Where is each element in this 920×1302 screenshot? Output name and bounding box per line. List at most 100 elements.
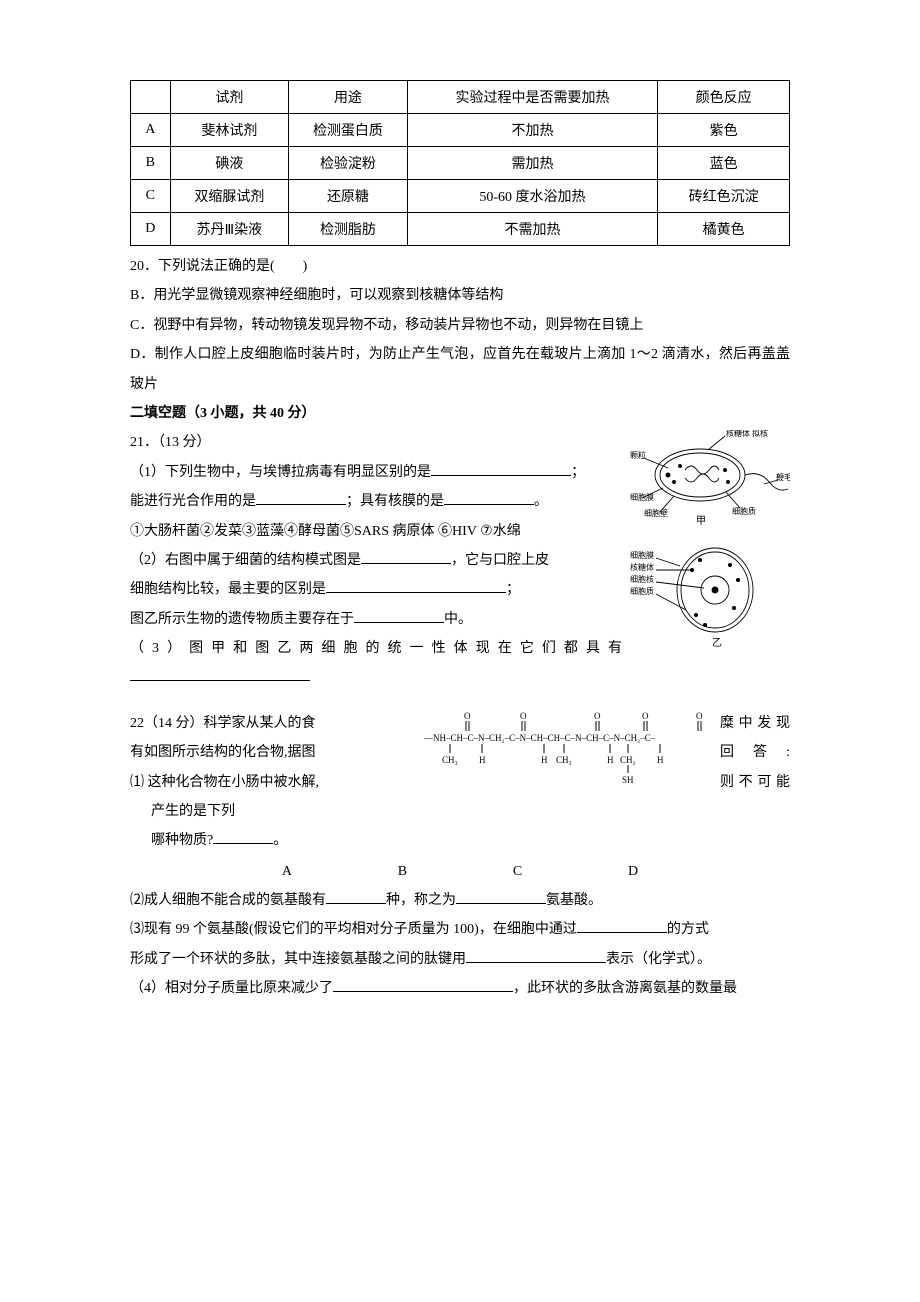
q22-p3b: 种，称之为 [386,893,456,908]
cell: A [131,114,171,147]
q22-p2b: 则 不 可 能 [720,768,790,797]
q22-p4c: 形成了一个环状的多肽，其中连接氨基酸之间的肽键用表示（化学式）。 [130,945,790,974]
table-row: D 苏丹Ⅲ染液 检测脂肪 不需加热 橘黄色 [131,213,790,246]
section2-title: 二填空题（3 小题，共 40 分） [130,399,790,428]
q22-line3: ⑴ 这种化合物在小肠中被水解, [130,768,418,797]
blank [130,665,310,681]
q22-p3c: 氨基酸。 [546,893,602,908]
q21-p2b: ，它与口腔上皮 [451,553,549,568]
option-a: A [282,864,292,880]
cell-diagram: 核糖体 拟核 颗粒 鞭毛 细胞膜 细胞壁 细胞质 甲 [630,430,790,655]
cell: 蓝色 [658,147,790,180]
cell: 检测蛋白质 [289,114,408,147]
table-row: C 双缩脲试剂 还原糖 50-60 度水浴加热 砖红色沉淀 [131,180,790,213]
label-jia: 甲 [696,516,706,527]
q22-p5a: （4）相对分子质量比原来减少了 [130,981,333,996]
q21-p2c-text: 细胞结构比较，最主要的区别是 [130,582,326,597]
cell: 50-60 度水浴加热 [407,180,657,213]
q21-p1e: 。 [534,494,548,509]
q22-p5: （4）相对分子质量比原来减少了 ，此环状的多肽含游离氨基的数量最 [130,974,790,1003]
q22-p2d-text: 哪种物质? [151,833,213,848]
q20-option-c: C．视野中有异物，转动物镜发现异物不动，移动装片异物也不动，则异物在目镜上 [130,311,790,340]
option-c: C [513,864,522,880]
cell: 不加热 [407,114,657,147]
col-reagent: 试剂 [170,81,289,114]
col-0 [131,81,171,114]
reagent-table: 试剂 用途 实验过程中是否需要加热 颜色反应 A 斐林试剂 检测蛋白质 不加热 … [130,80,790,246]
abcd-options: A B C D [229,864,691,880]
cell: 橘黄色 [658,213,790,246]
blank [444,489,534,505]
blank [577,917,667,933]
table-header-row: 试剂 用途 实验过程中是否需要加热 颜色反应 [131,81,790,114]
cell: 需加热 [407,147,657,180]
label-bianmao: 鞭毛 [776,472,790,482]
blank [361,548,451,564]
mol-u: H [479,755,486,765]
option-b: B [398,864,407,880]
label-xibaozhi-top: 细胞质 [732,506,756,516]
mol-o: O [594,711,601,721]
cell: 紫色 [658,114,790,147]
mol-o: O [696,711,703,721]
mol-u: H [607,755,614,765]
cell: C [131,180,171,213]
blank [466,946,606,962]
cell: D [131,213,171,246]
label-yi: 乙 [712,637,722,649]
cell: 斐林试剂 [170,114,289,147]
q22-label-a: 22（14 分）科学家从某人的食 [130,716,316,731]
q20-option-d: D．制作人口腔上皮细胞临时装片时，为防止产生气泡，应首先在载玻片上滴加 1～2 … [130,340,790,399]
blank [213,828,273,844]
q22-p2e: 。 [273,833,287,848]
q20-option-b: B．用光学显微镜观察神经细胞时，可以观察到核糖体等结构 [130,281,790,310]
q22-p1a: 有如图所示结构的化合物,据图 [130,745,316,760]
q21-p1d: ；具有核膜的是 [346,494,444,509]
q22-p4: ⑶现有 99 个氨基酸(假设它们的平均相对分子质量为 100)，在细胞中通过 的方… [130,915,790,944]
cell: B [131,147,171,180]
q21-p1a: （1）下列生物中，与埃博拉病毒有明显区别的是 [130,465,431,480]
mol-u: CH₂ [620,755,636,765]
q22-p4c-text: 形成了一个环状的多肽，其中连接氨基酸之间的肽键用 [130,952,466,967]
blank [354,606,444,622]
label-xibaobi: 细胞壁 [644,508,668,518]
col-color: 颜色反应 [658,81,790,114]
cell: 双缩脲试剂 [170,180,289,213]
mol-u: H [657,755,664,765]
option-d: D [628,864,638,880]
q22-p3: ⑵成人细胞不能合成的氨基酸有种，称之为氨基酸。 [130,886,790,915]
col-use: 用途 [289,81,408,114]
table-row: A 斐林试剂 检测蛋白质 不加热 紫色 [131,114,790,147]
molecule-diagram: O O O O O —NH–CH–C–N–CH₂–C–N–CH–CH–C–N–C… [418,709,720,794]
mol-u: CH₃ [442,755,458,765]
label-xibaomo-top: 细胞膜 [630,492,654,502]
q22-line1: 22（14 分）科学家从某人的食 [130,709,418,738]
mol-chain: —NH–CH–C–N–CH₂–C–N–CH–CH–C–N–CH–C–N–CH₂–… [424,733,656,743]
q22-p2a: ⑴ 这种化合物在小肠中被水解, [130,775,319,790]
q21-p3a: （3）图甲和图乙两细胞的统一性体现在它们都具有 [130,641,622,656]
mol-u: CH₃ [556,755,572,765]
label-xibaohe: 细胞核 [630,574,654,584]
q22-p4b: 的方式 [667,922,709,937]
cell: 苏丹Ⅲ染液 [170,213,289,246]
label-xibaomo: 细胞膜 [630,550,654,560]
blank [326,887,386,903]
q22-block: 22（14 分）科学家从某人的食 有如图所示结构的化合物,据图 ⑴ 这种化合物在… [130,693,790,1004]
blank [431,459,571,475]
mol-o: O [520,711,527,721]
q21-p1c-text: 能进行光合作用的是 [130,494,256,509]
q22-p4a: ⑶现有 99 个氨基酸(假设它们的平均相对分子质量为 100)，在细胞中通过 [130,922,577,937]
q22-p2c: 产生的是下列 [130,797,790,826]
mol-o: O [464,711,471,721]
mol-sh: SH [622,775,634,785]
cell: 砖红色沉淀 [658,180,790,213]
table-row: B 碘液 检验淀粉 需加热 蓝色 [131,147,790,180]
blank [333,976,513,992]
label-hesuanti: 核糖体 拟核 [726,430,768,438]
mol-o: O [642,711,649,721]
mol-u: H [541,755,548,765]
q22-p5b: ，此环状的多肽含游离氨基的数量最 [513,981,737,996]
blank [456,887,546,903]
cell: 检验淀粉 [289,147,408,180]
q21-block: 核糖体 拟核 颗粒 鞭毛 细胞膜 细胞壁 细胞质 甲 [130,428,790,693]
